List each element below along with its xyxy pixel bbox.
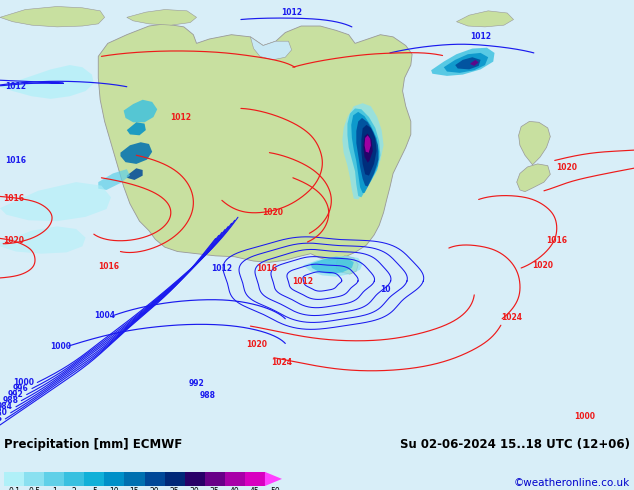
Text: 1024: 1024 bbox=[271, 358, 293, 367]
Text: Su 02-06-2024 15..18 UTC (12+06): Su 02-06-2024 15..18 UTC (12+06) bbox=[400, 438, 630, 451]
Text: 992: 992 bbox=[189, 379, 205, 388]
Text: 1024: 1024 bbox=[501, 313, 522, 322]
Bar bbox=[124, 472, 145, 486]
Text: 1012: 1012 bbox=[281, 8, 302, 17]
Text: 996: 996 bbox=[13, 384, 29, 393]
Text: 992: 992 bbox=[8, 390, 23, 399]
Text: ©weatheronline.co.uk: ©weatheronline.co.uk bbox=[514, 478, 630, 488]
Bar bbox=[4, 472, 24, 486]
Polygon shape bbox=[342, 103, 384, 199]
Text: 5: 5 bbox=[92, 487, 97, 490]
Text: 1004: 1004 bbox=[94, 311, 115, 320]
Bar bbox=[105, 472, 124, 486]
Polygon shape bbox=[517, 164, 550, 192]
Polygon shape bbox=[470, 60, 479, 66]
Polygon shape bbox=[363, 134, 373, 163]
Text: Precipitation [mm] ECMWF: Precipitation [mm] ECMWF bbox=[4, 438, 182, 451]
Polygon shape bbox=[98, 169, 130, 190]
Text: 1020: 1020 bbox=[262, 208, 283, 217]
Text: 1016: 1016 bbox=[3, 194, 24, 203]
Bar bbox=[64, 472, 84, 486]
Polygon shape bbox=[303, 256, 363, 277]
Text: 1012: 1012 bbox=[470, 32, 491, 41]
Bar bbox=[205, 472, 225, 486]
Polygon shape bbox=[347, 108, 380, 197]
Text: 1020: 1020 bbox=[3, 236, 24, 245]
Text: 15: 15 bbox=[129, 487, 139, 490]
Polygon shape bbox=[351, 112, 379, 193]
Text: 1000: 1000 bbox=[50, 342, 71, 350]
Text: 1: 1 bbox=[52, 487, 56, 490]
Polygon shape bbox=[0, 6, 105, 27]
Text: 1020: 1020 bbox=[557, 163, 578, 172]
Text: 1016: 1016 bbox=[5, 156, 26, 165]
Polygon shape bbox=[250, 37, 292, 60]
Polygon shape bbox=[336, 256, 358, 274]
Text: 1012: 1012 bbox=[170, 113, 191, 122]
Polygon shape bbox=[127, 168, 143, 180]
Text: 45: 45 bbox=[250, 487, 260, 490]
Text: 1000: 1000 bbox=[13, 378, 34, 387]
Polygon shape bbox=[98, 24, 412, 262]
Polygon shape bbox=[455, 57, 481, 70]
Polygon shape bbox=[265, 472, 282, 486]
Text: 1016: 1016 bbox=[256, 265, 277, 273]
Text: 984: 984 bbox=[0, 402, 13, 411]
Text: 50: 50 bbox=[270, 487, 280, 490]
Text: 1012: 1012 bbox=[5, 82, 26, 91]
Text: 1016: 1016 bbox=[98, 262, 120, 271]
Text: 1016: 1016 bbox=[547, 236, 567, 245]
Text: 2: 2 bbox=[72, 487, 77, 490]
Text: 988: 988 bbox=[200, 391, 216, 400]
Polygon shape bbox=[519, 122, 550, 165]
Text: 40: 40 bbox=[230, 487, 240, 490]
Polygon shape bbox=[311, 257, 354, 274]
Polygon shape bbox=[124, 100, 157, 122]
Text: 0.1: 0.1 bbox=[8, 487, 20, 490]
Polygon shape bbox=[0, 65, 94, 99]
Bar bbox=[225, 472, 245, 486]
Text: 976: 976 bbox=[0, 415, 2, 423]
Polygon shape bbox=[431, 48, 495, 76]
Polygon shape bbox=[0, 182, 111, 221]
Text: 25: 25 bbox=[170, 487, 179, 490]
Text: 1020: 1020 bbox=[246, 341, 268, 349]
Text: 0.5: 0.5 bbox=[28, 487, 40, 490]
Bar bbox=[145, 472, 165, 486]
Text: 10: 10 bbox=[110, 487, 119, 490]
Text: 35: 35 bbox=[210, 487, 219, 490]
Bar bbox=[165, 472, 184, 486]
Text: 988: 988 bbox=[2, 396, 18, 405]
Polygon shape bbox=[456, 11, 514, 27]
Bar bbox=[84, 472, 105, 486]
Polygon shape bbox=[444, 53, 488, 73]
Text: 20: 20 bbox=[150, 487, 159, 490]
Bar bbox=[184, 472, 205, 486]
Polygon shape bbox=[0, 226, 86, 254]
Polygon shape bbox=[120, 142, 152, 164]
Bar bbox=[44, 472, 64, 486]
Polygon shape bbox=[365, 135, 371, 153]
Text: 1020: 1020 bbox=[533, 261, 553, 270]
Text: 1000: 1000 bbox=[574, 412, 595, 421]
Polygon shape bbox=[356, 118, 378, 187]
Text: 10: 10 bbox=[380, 285, 391, 294]
Text: 1012: 1012 bbox=[211, 265, 233, 273]
Bar bbox=[245, 472, 265, 486]
Polygon shape bbox=[361, 125, 377, 175]
Text: 1012: 1012 bbox=[292, 276, 314, 286]
Text: 980: 980 bbox=[0, 408, 8, 417]
Bar bbox=[24, 472, 44, 486]
Polygon shape bbox=[127, 9, 197, 25]
Polygon shape bbox=[127, 122, 146, 135]
Text: 30: 30 bbox=[190, 487, 200, 490]
